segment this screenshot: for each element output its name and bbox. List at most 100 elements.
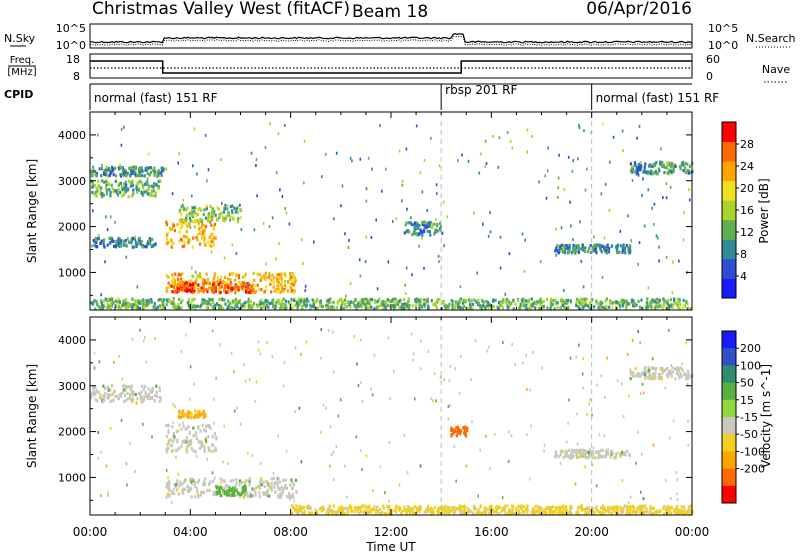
range-gate-cell [135, 306, 139, 310]
range-gate-cell [257, 340, 260, 344]
range-gate-cell [481, 304, 484, 308]
range-gate-cell [416, 297, 419, 301]
range-gate-cell [390, 511, 393, 515]
range-gate-cell [200, 441, 203, 445]
range-gate-cell [100, 174, 103, 178]
range-gate-cell [674, 164, 677, 168]
range-gate-cell [194, 413, 197, 417]
range-gate-cell [664, 478, 667, 482]
range-gate-cell [376, 505, 379, 509]
range-gate-cell [480, 511, 483, 516]
range-gate-cell [202, 409, 205, 413]
range-gate-cell [447, 512, 451, 516]
range-gate-cell [156, 172, 159, 176]
range-gate-cell [107, 388, 110, 392]
range-gate-cell [646, 170, 649, 174]
range-gate-cell [154, 191, 157, 195]
range-gate-cell [582, 451, 585, 455]
range-gate-cell [173, 435, 176, 439]
range-gate-cell [130, 241, 133, 245]
range-gate-cell [541, 510, 544, 514]
range-gate-cell [211, 329, 214, 333]
range-gate-cell [335, 151, 338, 155]
range-gate-cell [429, 233, 432, 237]
range-gate-cell [125, 307, 128, 311]
range-gate-cell [579, 247, 582, 251]
range-gate-cell [363, 302, 366, 307]
range-gate-cell [385, 512, 388, 516]
range-gate-cell [474, 339, 477, 343]
range-gate-cell [642, 505, 645, 509]
range-gate-cell [246, 290, 249, 295]
y-tick-label: 3000 [58, 380, 86, 393]
range-gate-cell [255, 380, 258, 384]
range-gate-cell [408, 230, 411, 234]
range-gate-cell [532, 510, 535, 514]
range-gate-cell [146, 395, 149, 399]
range-gate-cell [216, 491, 219, 495]
range-gate-cell [462, 298, 465, 302]
range-gate-cell [646, 303, 649, 307]
range-gate-cell [100, 450, 102, 454]
range-gate-cell [182, 198, 185, 202]
range-gate-cell [532, 507, 535, 511]
range-gate-cell [199, 413, 202, 418]
range-gate-cell [570, 454, 574, 458]
range-gate-cell [155, 307, 158, 311]
range-gate-cell [203, 208, 206, 212]
range-gate-cell [144, 301, 147, 305]
range-gate-cell [136, 190, 139, 194]
range-gate-cell [192, 274, 195, 279]
range-gate-cell [614, 510, 617, 514]
range-gate-cell [256, 194, 258, 198]
x-tick-label: 08:00 [273, 525, 308, 539]
range-gate-cell [249, 300, 253, 304]
range-gate-cell [585, 506, 588, 511]
range-gate-cell [116, 300, 119, 304]
range-gate-cell [293, 298, 296, 302]
range-gate-cell [452, 506, 455, 510]
range-gate-cell [263, 277, 266, 281]
range-gate-cell [153, 183, 156, 187]
range-gate-cell [191, 290, 194, 295]
range-gate-cell [175, 304, 178, 308]
range-gate-cell [565, 505, 568, 509]
site-title: Christmas Valley West (fitACF) [92, 0, 350, 19]
range-gate-cell [295, 490, 298, 494]
range-gate-cell [395, 301, 398, 305]
range-gate-cell [275, 273, 278, 277]
range-gate-cell [244, 304, 247, 308]
range-gate-cell [624, 453, 627, 457]
range-gate-cell [637, 262, 639, 266]
noise-right-tick-bottom: 10^0 [708, 39, 738, 52]
range-gate-cell [258, 495, 261, 499]
range-gate-cell [250, 151, 253, 155]
range-gate-cell [180, 205, 183, 209]
range-gate-cell [236, 210, 239, 215]
range-gate-cell [598, 243, 601, 247]
range-gate-cell [670, 169, 673, 173]
range-gate-cell [634, 367, 637, 371]
range-gate-cell [608, 208, 611, 212]
range-gate-cell [168, 494, 171, 498]
range-gate-cell [191, 299, 194, 303]
range-gate-cell [479, 448, 481, 452]
range-gate-cell [276, 494, 280, 498]
range-gate-cell [524, 508, 527, 512]
range-gate-cell [226, 277, 230, 281]
range-gate-cell [522, 300, 526, 304]
range-gate-cell [208, 235, 211, 239]
range-gate-cell [349, 281, 352, 285]
range-gate-cell [520, 305, 523, 309]
range-gate-cell [568, 511, 571, 515]
range-gate-cell [554, 452, 557, 456]
range-gate-cell [359, 338, 362, 342]
range-gate-cell [224, 490, 227, 494]
range-gate-cell [195, 236, 198, 240]
range-gate-cell [581, 301, 584, 305]
range-gate-cell [374, 300, 377, 305]
range-gate-cell [284, 299, 288, 303]
range-gate-cell [368, 510, 371, 514]
range-gate-cell [379, 507, 382, 511]
